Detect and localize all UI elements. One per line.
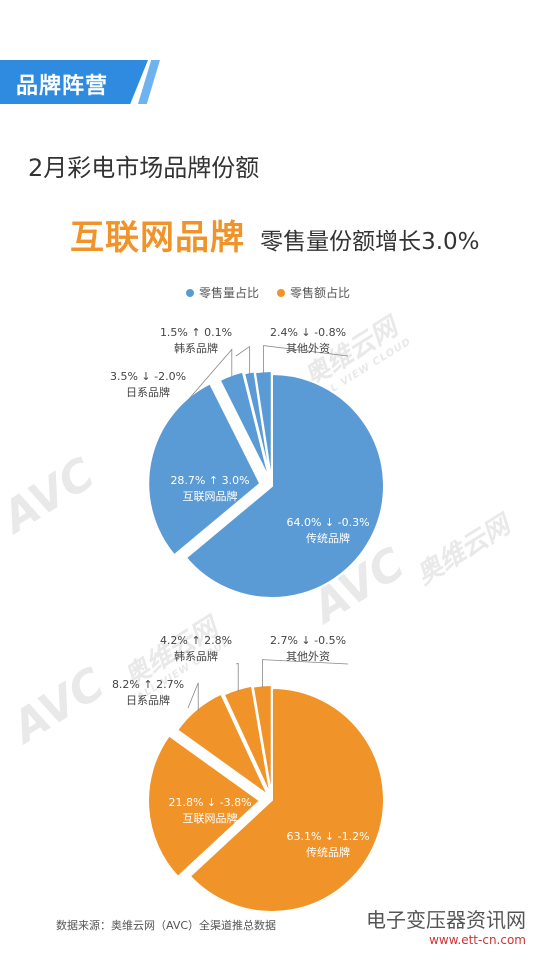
chart-legend: 零售量占比 零售额占比 [186, 284, 350, 301]
slice-value-label: 64.0% ↓ -0.3% [286, 516, 369, 529]
corner-url: www.ett-cn.com [429, 933, 526, 947]
slice-value-label: 2.4% ↓ -0.8% [270, 326, 346, 339]
slice-name-label: 日系品牌 [126, 693, 170, 707]
leader-line [187, 348, 233, 401]
slice-name-label: 传统品牌 [306, 531, 350, 545]
leader-line [235, 662, 239, 692]
slice-name-label: 互联网品牌 [183, 811, 238, 825]
corner-watermark: 电子变压器资讯网 www.ett-cn.com [366, 904, 526, 947]
legend-swatch-value [277, 288, 286, 297]
section-banner: 品牌阵营 [0, 60, 160, 104]
slice-name-label: 互联网品牌 [183, 489, 238, 503]
legend-item-value: 零售额占比 [277, 284, 350, 301]
slice-value-label: 1.5% ↑ 0.1% [160, 326, 232, 339]
slice-name-label: 韩系品牌 [174, 649, 218, 663]
leader-line [235, 345, 251, 375]
leader-line [263, 345, 349, 374]
leader-line [262, 659, 349, 688]
pie-slice [218, 370, 271, 481]
slice-value-label: 63.1% ↓ -1.2% [286, 830, 369, 843]
headline-main: 互联网品牌 [70, 218, 245, 258]
slice-name-label: 其他外资 [286, 650, 330, 663]
pie-slice [147, 734, 262, 879]
slice-value-label: 3.5% ↓ -2.0% [110, 370, 186, 383]
slice-name-label: 韩系品牌 [174, 341, 218, 355]
corner-site-name: 电子变压器资讯网 [366, 908, 526, 932]
slice-name-label: 传统品牌 [306, 845, 350, 859]
slice-name-label: 日系品牌 [126, 385, 170, 399]
banner-background [0, 60, 148, 104]
slice-value-label: 28.7% ↑ 3.0% [170, 474, 249, 487]
pie-slice [175, 692, 271, 799]
legend-label-value: 零售额占比 [290, 286, 351, 300]
headline-sub: 零售量份额增长3.0% [260, 229, 480, 255]
slice-value-label: 8.2% ↑ 2.7% [112, 678, 184, 691]
slice-name-label: 其他外资 [286, 342, 330, 355]
leader-line [187, 682, 199, 711]
legend-item-volume: 零售量占比 [186, 284, 259, 301]
banner-title: 品牌阵营 [16, 74, 109, 99]
slice-value-label: 21.8% ↓ -3.8% [168, 796, 251, 809]
pie-slice [188, 686, 385, 913]
legend-label-volume: 零售量占比 [199, 286, 260, 300]
pie-slice [242, 370, 273, 483]
pie-slice [147, 382, 262, 557]
slice-value-label: 2.7% ↓ -0.5% [270, 634, 346, 647]
headline: 互联网品牌 零售量份额增长3.0% [70, 210, 480, 259]
pie-slice [184, 372, 385, 599]
page-subtitle: 2月彩电市场品牌份额 [28, 154, 260, 182]
data-source: 数据来源：奥维云网（AVC）全渠道推总数据 [56, 919, 277, 932]
slice-value-label: 4.2% ↑ 2.8% [160, 634, 232, 647]
legend-swatch-volume [186, 288, 194, 297]
